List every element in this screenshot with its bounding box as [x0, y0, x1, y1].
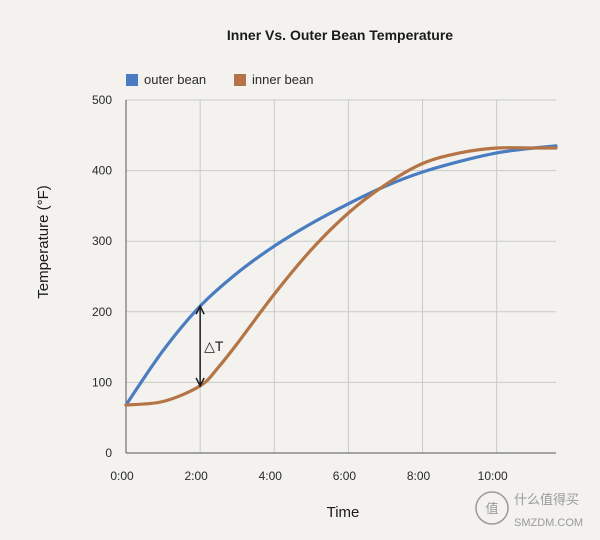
watermark: 值 什么值得买 SMZDM.COM	[475, 491, 583, 529]
legend-label-inner: inner bean	[252, 72, 313, 87]
y-tick-label: 400	[92, 164, 112, 178]
watermark-logo-icon	[475, 491, 509, 525]
x-tick-label: 2:00	[184, 469, 208, 483]
series-line-outer-bean	[124, 144, 558, 407]
y-tick-label: 100	[92, 375, 112, 389]
x-tick-label: 6:00	[333, 469, 357, 483]
watermark-text-en: SMZDM.COM	[514, 517, 583, 529]
legend-swatch-inner	[234, 74, 246, 86]
x-tick-label: 4:00	[259, 469, 283, 483]
y-axis-title: Temperature (°F)	[35, 185, 52, 299]
tick-labels: 0 100 200 300 400 500 0:00 2:00 4:00 6:00 8:00 10:0…	[92, 93, 508, 483]
arrow-down-icon	[195, 377, 205, 388]
y-tick-label: 300	[92, 234, 112, 248]
watermark-logo-char: 值	[485, 501, 498, 517]
annotations: △T	[195, 304, 224, 388]
x-axis-title: Time	[327, 504, 360, 521]
arrow-up-icon	[195, 304, 205, 315]
y-tick-label: 200	[92, 305, 112, 319]
series	[124, 144, 558, 407]
series-line-inner-bean	[124, 146, 558, 407]
legend: outer bean inner bean	[126, 72, 313, 87]
delta-t-label: △T	[204, 338, 224, 354]
x-tick-label: 10:00	[478, 469, 508, 483]
y-tick-label: 500	[92, 93, 112, 107]
legend-swatch-outer	[126, 74, 138, 86]
legend-label-outer: outer bean	[144, 72, 206, 87]
x-tick-label: 0:00	[110, 469, 134, 483]
x-tick-label: 8:00	[407, 469, 431, 483]
watermark-text-cn: 什么值得买	[514, 492, 579, 508]
y-tick-label: 0	[105, 446, 112, 460]
chart-title: Inner Vs. Outer Bean Temperature	[227, 27, 453, 43]
axes	[125, 100, 556, 454]
